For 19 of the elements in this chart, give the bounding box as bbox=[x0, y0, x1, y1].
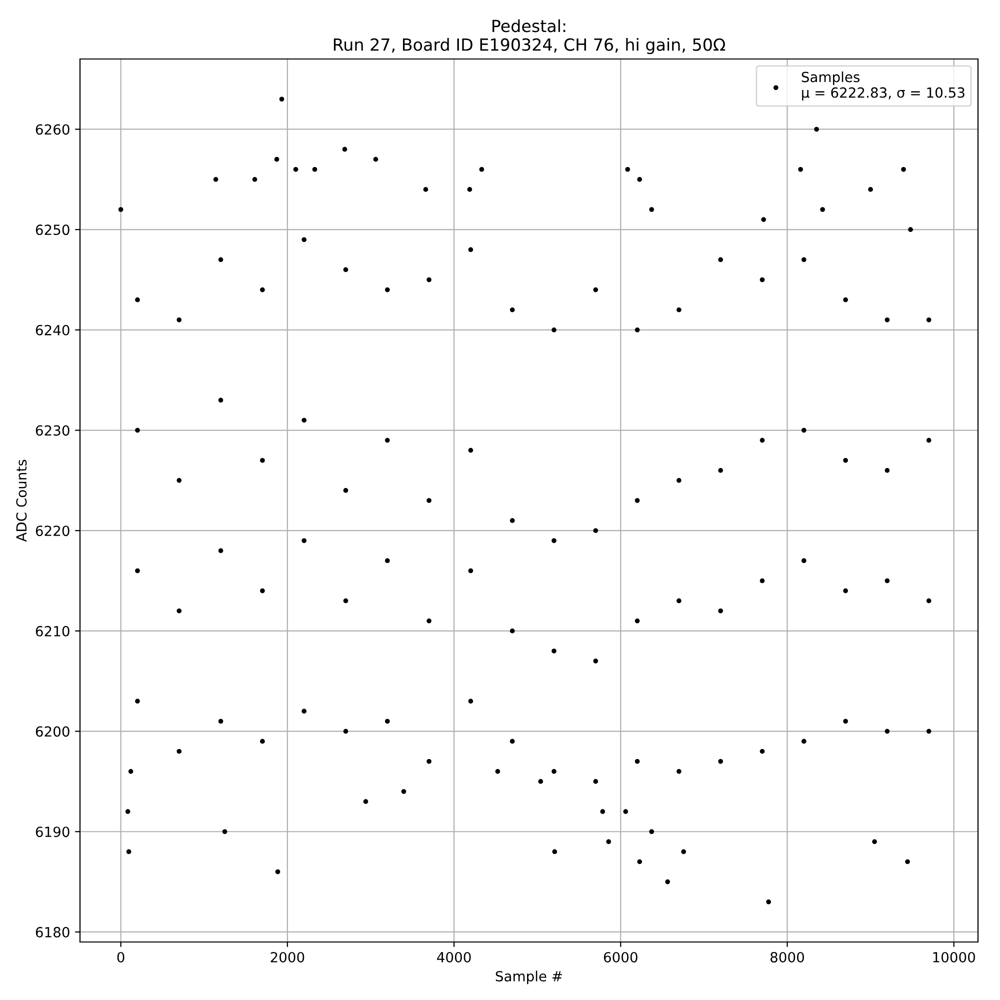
x-tick-label: 10000 bbox=[933, 952, 976, 962]
x-tick-label: 6000 bbox=[604, 952, 638, 962]
y-tick-label: 6210 bbox=[36, 626, 70, 636]
y-axis-title: ADC Counts bbox=[16, 460, 27, 542]
y-tick-label: 6230 bbox=[36, 425, 70, 436]
y-tick-label: 6250 bbox=[36, 224, 70, 236]
y-tick-label: 6190 bbox=[36, 826, 70, 838]
x-tick-label: 8000 bbox=[770, 952, 804, 962]
y-tick-label: 6240 bbox=[36, 324, 70, 336]
chart-title: Pedestal: Run 27, Board ID E190324, CH 76, hi gain, 50Ω bbox=[334, 19, 726, 54]
legend-label: Samples μ = 6222.83, σ = 10.53 bbox=[802, 72, 964, 100]
x-tick-label: 2000 bbox=[270, 952, 304, 962]
x-axis-title: Sample # bbox=[496, 970, 562, 984]
y-tick-label: 6260 bbox=[36, 124, 70, 135]
y-tick-label: 6220 bbox=[36, 526, 70, 536]
y-tick-label: 6180 bbox=[36, 926, 70, 938]
x-tick-label: 4000 bbox=[437, 952, 471, 962]
x-tick-label: 0 bbox=[117, 952, 124, 962]
y-tick-label: 6200 bbox=[36, 726, 70, 737]
